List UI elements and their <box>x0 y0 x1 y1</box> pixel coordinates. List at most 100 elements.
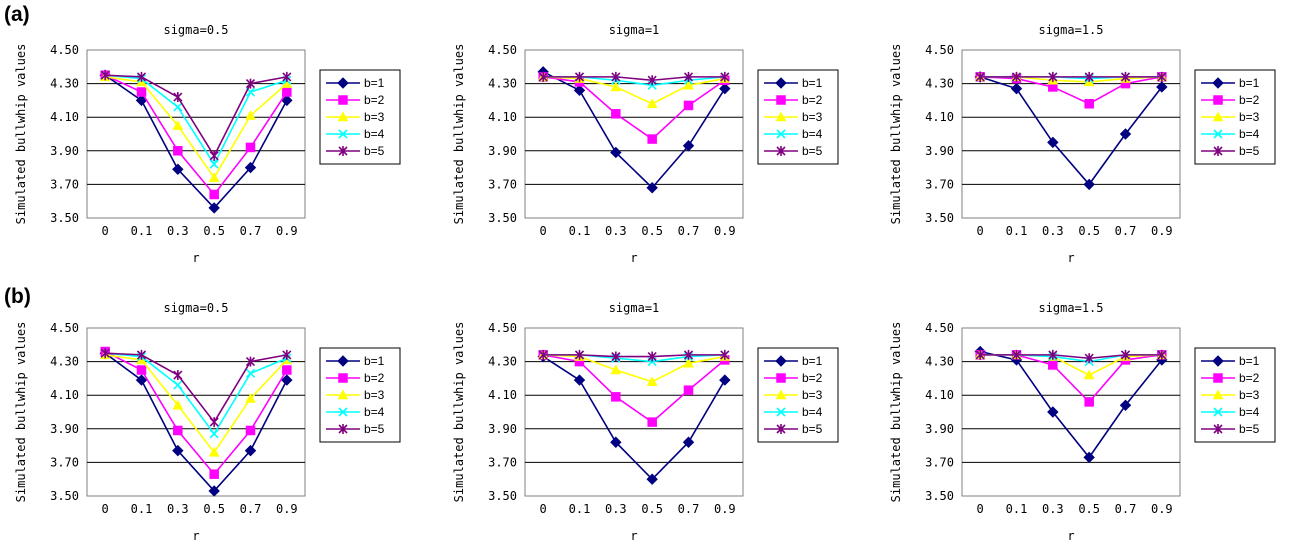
data-point <box>173 380 183 390</box>
y-tick-label: 3.70 <box>925 177 954 191</box>
legend-label: b=3 <box>802 388 823 402</box>
series-line <box>104 74 288 210</box>
data-point <box>611 351 621 362</box>
data-point <box>136 349 147 360</box>
legend-label: b=1 <box>802 354 823 368</box>
series-b=4 <box>538 350 730 367</box>
y-tick-label: 3.90 <box>488 144 517 158</box>
data-point <box>173 425 183 436</box>
legend-marker <box>776 146 786 156</box>
series-line <box>105 354 288 454</box>
x-tick-label: 0.5 <box>203 224 225 238</box>
data-point <box>1083 369 1095 380</box>
data-point <box>173 146 183 156</box>
x-axis-label: r <box>630 251 637 265</box>
y-tick-label: 4.50 <box>50 321 79 335</box>
data-point <box>281 374 293 386</box>
data-point <box>282 87 292 97</box>
legend-label: b=4 <box>802 405 823 419</box>
data-point <box>100 70 110 81</box>
series-line <box>543 354 726 424</box>
series-line <box>105 352 287 424</box>
legend-label: b=2 <box>364 371 385 385</box>
legend-marker <box>1213 373 1223 383</box>
legend-marker <box>775 355 787 367</box>
x-axis-label: r <box>1067 529 1074 543</box>
legend-label: b=1 <box>802 76 823 90</box>
legend-label: b=4 <box>1239 127 1260 141</box>
series-line <box>543 76 725 105</box>
series-line <box>543 354 725 383</box>
data-point <box>244 444 257 457</box>
y-axis-label: Simulated bullwhip values <box>889 44 903 225</box>
legend-marker <box>775 77 787 89</box>
data-point <box>1157 71 1167 82</box>
series-b=1 <box>99 69 293 214</box>
series-line <box>543 76 725 82</box>
series-line <box>979 350 1163 459</box>
data-point <box>573 84 586 97</box>
legend-marker <box>338 373 348 383</box>
series-line <box>104 74 288 196</box>
y-tick-label: 4.50 <box>50 43 79 57</box>
legend-label: b=3 <box>802 110 823 124</box>
data-point <box>209 469 219 479</box>
x-tick-label: 0.5 <box>203 502 225 516</box>
x-tick-label: 0.3 <box>167 502 189 516</box>
chart-5: sigma=1 3.50 3.70 3.90 4.10 4.30 4.50 0 0.1 0.3 0.… <box>452 301 839 543</box>
y-axis-label: Simulated bullwhip values <box>452 322 466 503</box>
charts-container: sigma=0.5 3.50 3.70 3.90 4.10 4.30 4.50 0 0.1 0.3… <box>14 23 1276 543</box>
legend-label: b=5 <box>364 422 385 436</box>
data-point <box>1011 349 1022 360</box>
legend-label: b=2 <box>802 371 823 385</box>
data-point <box>682 140 695 152</box>
data-point <box>1047 136 1059 149</box>
series-line <box>105 352 288 436</box>
legend-label: b=3 <box>364 388 385 402</box>
series-b=1 <box>974 345 1168 464</box>
legend-marker <box>338 95 348 105</box>
legend-marker <box>1212 355 1224 367</box>
legend-label: b=4 <box>364 405 385 419</box>
legend-label: b=2 <box>802 93 823 107</box>
x-axis-label: r <box>192 251 199 265</box>
plot-area <box>86 49 306 219</box>
data-point <box>208 446 220 457</box>
x-tick-label: 0 <box>540 224 547 238</box>
data-point <box>683 357 694 368</box>
legend-marker <box>775 389 787 400</box>
x-tick-label: 0.9 <box>714 502 736 516</box>
legend: b=1 b=2 b=3 b=4 b=5 <box>319 347 401 443</box>
y-tick-label: 3.90 <box>925 422 954 436</box>
data-point <box>245 393 256 403</box>
data-point <box>683 385 694 395</box>
y-tick-label: 4.50 <box>925 43 954 57</box>
data-point <box>173 102 183 112</box>
legend-label: b=3 <box>364 110 385 124</box>
legend-label: b=1 <box>1239 354 1260 368</box>
y-tick-label: 3.70 <box>50 455 79 469</box>
data-point <box>647 417 657 427</box>
legend-marker <box>1213 407 1223 417</box>
data-point <box>1119 399 1132 411</box>
legend: b=1 b=2 b=3 b=4 b=5 <box>757 69 839 165</box>
x-tick-label: 0.3 <box>1042 224 1064 238</box>
series-b=3 <box>99 349 293 457</box>
legend-marker <box>337 355 349 367</box>
data-point <box>208 172 220 182</box>
legend-label: b=3 <box>1239 110 1260 124</box>
x-tick-label: 0.9 <box>1151 502 1173 516</box>
x-tick-label: 0.5 <box>641 224 663 238</box>
x-tick-label: 0.7 <box>678 502 700 516</box>
y-tick-label: 4.30 <box>50 355 79 369</box>
series-line <box>543 354 725 358</box>
data-point <box>1083 178 1095 191</box>
series-line <box>105 74 288 166</box>
series-b=1 <box>974 71 1168 191</box>
data-point <box>683 100 694 111</box>
x-tick-label: 0.3 <box>605 502 627 516</box>
series-line <box>542 355 726 481</box>
data-point <box>611 71 621 82</box>
y-axis-label: Simulated bullwhip values <box>14 44 28 225</box>
series-b=4 <box>100 348 292 439</box>
